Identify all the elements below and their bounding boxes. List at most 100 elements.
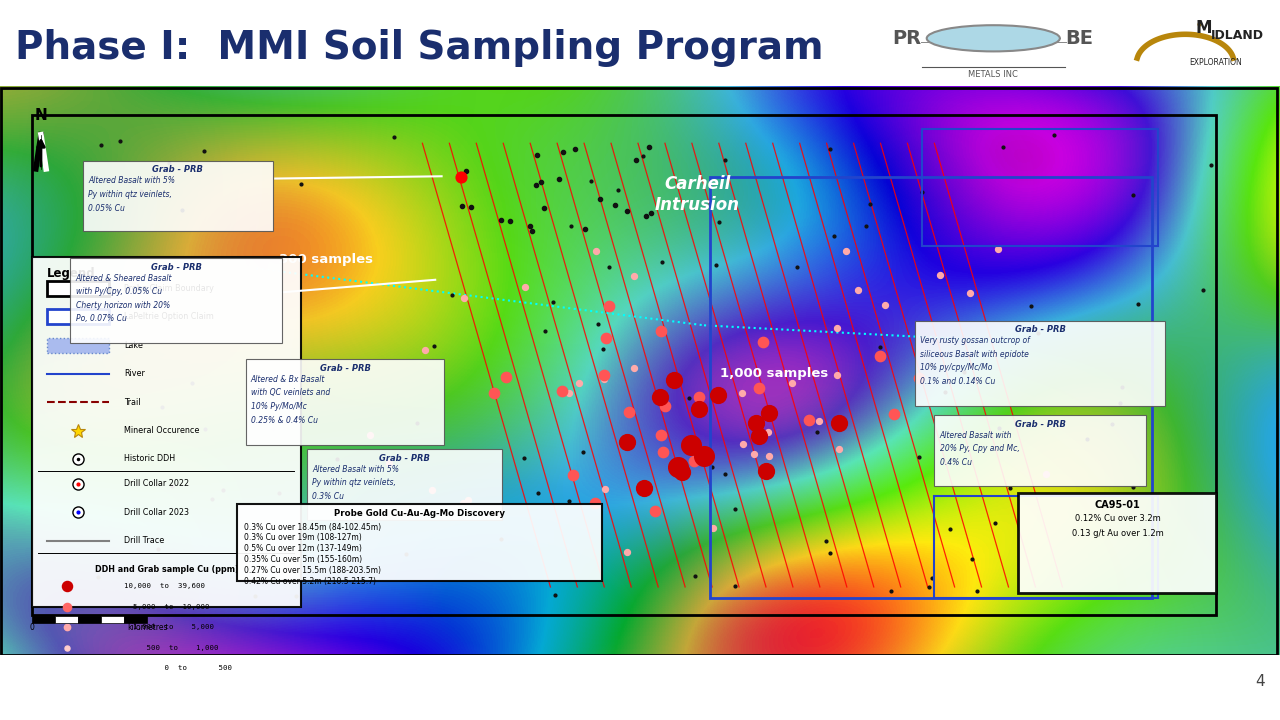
Text: Grab - PRB: Grab - PRB bbox=[320, 364, 370, 373]
Point bbox=[452, 200, 472, 212]
Text: 0.3% Cu over 19m (108-127m): 0.3% Cu over 19m (108-127m) bbox=[244, 534, 362, 542]
Text: 10% py/cpy/Mc/Mo: 10% py/cpy/Mc/Mo bbox=[920, 364, 993, 372]
Point bbox=[594, 374, 614, 385]
Text: River: River bbox=[124, 369, 145, 378]
Text: 0.05% Cu: 0.05% Cu bbox=[88, 204, 125, 212]
Point bbox=[731, 387, 751, 398]
Bar bbox=[246, 359, 444, 445]
Point bbox=[705, 258, 726, 270]
Point bbox=[552, 385, 572, 397]
Point bbox=[626, 155, 646, 166]
Text: with QC veinlets and: with QC veinlets and bbox=[251, 388, 330, 397]
Point bbox=[1036, 468, 1056, 480]
Point bbox=[285, 590, 306, 601]
Text: 0.1% and 0.14% Cu: 0.1% and 0.14% Cu bbox=[920, 377, 996, 386]
Bar bbox=[1018, 493, 1216, 593]
Point bbox=[527, 487, 548, 499]
Point bbox=[911, 186, 932, 197]
Point bbox=[753, 336, 773, 348]
Point bbox=[617, 546, 637, 558]
Point bbox=[749, 382, 769, 394]
Point bbox=[608, 184, 628, 196]
Text: Altered & Bx Basalt: Altered & Bx Basalt bbox=[251, 375, 325, 384]
Point bbox=[689, 391, 709, 402]
Bar bbox=[124, 616, 147, 623]
Point bbox=[530, 176, 550, 187]
Bar bbox=[70, 258, 282, 343]
Point bbox=[809, 415, 829, 427]
Point bbox=[634, 482, 654, 493]
Text: Py within qtz veinlets,: Py within qtz veinlets, bbox=[88, 190, 173, 199]
Point bbox=[451, 171, 471, 183]
Point bbox=[870, 341, 891, 353]
Point bbox=[652, 256, 672, 268]
Text: Lake: Lake bbox=[124, 341, 143, 350]
Point bbox=[744, 448, 764, 459]
Text: Grab - PRB: Grab - PRB bbox=[151, 263, 201, 271]
Point bbox=[758, 407, 778, 418]
Point bbox=[453, 498, 474, 509]
Point bbox=[824, 230, 845, 242]
Bar bbox=[934, 496, 1158, 598]
Point bbox=[815, 535, 836, 546]
Point bbox=[442, 289, 462, 300]
Point bbox=[654, 400, 675, 412]
Point bbox=[291, 179, 311, 190]
Point bbox=[549, 173, 570, 184]
Point bbox=[593, 343, 613, 355]
Point bbox=[1020, 300, 1041, 312]
Point bbox=[685, 455, 705, 467]
Point bbox=[513, 452, 534, 464]
Point bbox=[596, 333, 617, 344]
Bar bbox=[32, 257, 301, 607]
Bar bbox=[32, 616, 55, 623]
Text: CA95-01: CA95-01 bbox=[1094, 500, 1140, 510]
Point bbox=[782, 377, 803, 389]
Text: Mineral Occurence: Mineral Occurence bbox=[124, 426, 200, 435]
Point bbox=[553, 146, 573, 158]
Text: 0.25% & 0.4% Cu: 0.25% & 0.4% Cu bbox=[251, 415, 317, 425]
Point bbox=[919, 359, 940, 370]
Point bbox=[543, 297, 563, 308]
Point bbox=[262, 423, 283, 434]
Point bbox=[650, 325, 671, 337]
Point bbox=[689, 404, 709, 415]
Text: Legend: Legend bbox=[47, 267, 96, 280]
Point bbox=[599, 300, 620, 312]
Point bbox=[159, 158, 179, 169]
Point bbox=[954, 366, 974, 378]
Circle shape bbox=[927, 25, 1060, 51]
Text: IDLAND: IDLAND bbox=[1211, 29, 1263, 42]
Point bbox=[110, 135, 131, 147]
Point bbox=[819, 143, 840, 155]
Point bbox=[581, 175, 602, 186]
Text: BE: BE bbox=[1065, 29, 1093, 48]
Point bbox=[694, 451, 714, 462]
Text: Very rusty gossan outcrop of: Very rusty gossan outcrop of bbox=[920, 336, 1030, 345]
Text: Altered & Sheared Basalt: Altered & Sheared Basalt bbox=[76, 274, 172, 282]
Text: Altered Basalt with: Altered Basalt with bbox=[940, 431, 1012, 439]
Text: 500  to    1,000: 500 to 1,000 bbox=[124, 645, 219, 651]
Point bbox=[269, 487, 289, 499]
Point bbox=[758, 426, 778, 438]
Point bbox=[931, 269, 951, 281]
Bar bbox=[710, 177, 1152, 598]
Text: DDH and Grab sample Cu (ppm): DDH and Grab sample Cu (ppm) bbox=[95, 564, 238, 574]
Point bbox=[829, 418, 850, 429]
Text: 0.5% Cu over 12m (137-149m): 0.5% Cu over 12m (137-149m) bbox=[244, 544, 362, 553]
Point bbox=[636, 210, 657, 222]
Point bbox=[618, 406, 639, 418]
Point bbox=[623, 363, 644, 374]
Point bbox=[966, 585, 987, 596]
Point bbox=[639, 141, 659, 153]
Point bbox=[91, 140, 111, 151]
Text: 0: 0 bbox=[29, 623, 35, 631]
Bar bbox=[47, 310, 109, 324]
Point bbox=[454, 292, 475, 304]
Point bbox=[461, 202, 481, 213]
Point bbox=[746, 418, 767, 429]
Point bbox=[689, 456, 709, 467]
Point bbox=[1028, 328, 1048, 339]
Point bbox=[599, 261, 620, 273]
Text: siliceous Basalt with epidote: siliceous Basalt with epidote bbox=[920, 350, 1029, 359]
